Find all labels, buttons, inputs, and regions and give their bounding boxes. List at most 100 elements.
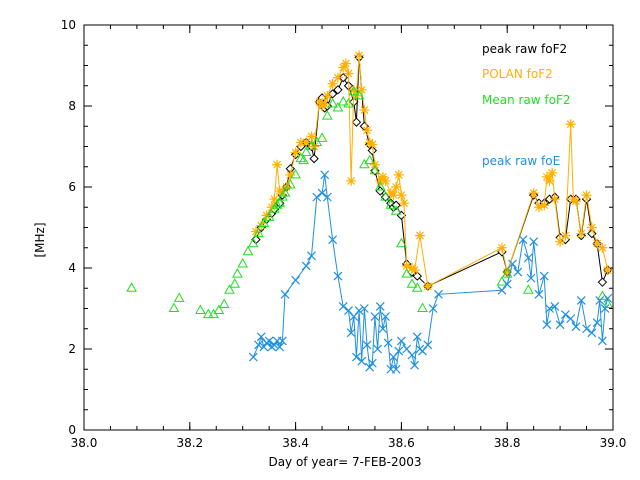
data-point-polan-fof2 [496, 242, 507, 253]
data-point-polan-fof2 [396, 190, 407, 201]
data-point-polan-fof2 [356, 84, 367, 95]
data-point-mean-raw-fof2 [327, 97, 338, 108]
data-point-peak-raw-foe [423, 340, 433, 350]
data-point-polan-fof2 [409, 265, 420, 276]
y-tick-label: 4 [68, 261, 76, 275]
data-point-peak-raw-foe [539, 271, 549, 281]
data-point-peak-raw-foe [333, 271, 343, 281]
data-point-peak-raw-foe [354, 306, 364, 315]
data-point-mean-raw-fof2 [202, 308, 214, 319]
data-point-polan-fof2 [343, 68, 354, 79]
data-point-mean-raw-fof2 [295, 152, 307, 163]
data-point-peak-raw-foe [428, 304, 438, 313]
data-point-peak-raw-fof2 [333, 85, 343, 95]
data-point-polan-fof2 [570, 196, 581, 207]
data-point-peak-raw-foe [603, 293, 613, 303]
x-axis-label: Day of year= 7-FEB-2003 [268, 455, 421, 469]
data-point-peak-raw-foe [378, 324, 388, 334]
data-point-peak-raw-foe [338, 302, 348, 311]
data-point-peak-raw-foe [518, 235, 528, 245]
data-point-peak-raw-foe [373, 344, 383, 354]
x-tick-label: 39.0 [600, 436, 627, 450]
data-point-polan-fof2 [602, 265, 613, 276]
data-point-polan-fof2 [359, 105, 370, 116]
data-point-peak-raw-foe [396, 336, 406, 346]
data-point-polan-fof2 [362, 125, 373, 136]
data-point-mean-raw-fof2 [401, 268, 413, 278]
data-point-peak-raw-foe [301, 261, 311, 271]
data-point-peak-raw-foe [412, 332, 422, 342]
data-point-polan-fof2 [301, 137, 312, 148]
data-point-peak-raw-foe [434, 289, 443, 299]
y-tick-label: 8 [68, 99, 76, 113]
data-point-polan-fof2 [528, 188, 539, 199]
data-point-mean-raw-fof2 [353, 89, 365, 100]
data-point-peak-raw-foe [529, 237, 539, 247]
data-point-peak-raw-fof2 [587, 228, 597, 239]
data-point-polan-fof2 [354, 50, 365, 61]
data-point-peak-raw-foe [407, 350, 417, 360]
data-point-polan-fof2 [256, 220, 267, 231]
plot-data [126, 50, 614, 374]
data-point-peak-raw-foe [394, 346, 404, 356]
data-point-peak-raw-foe [320, 170, 330, 180]
data-point-peak-raw-foe [550, 302, 560, 311]
data-point-polan-fof2 [285, 169, 296, 180]
data-point-mean-raw-fof2 [213, 304, 225, 315]
data-point-mean-raw-fof2 [300, 146, 312, 157]
y-tick-label: 0 [68, 423, 76, 437]
data-point-peak-raw-foe [600, 304, 610, 313]
data-point-mean-raw-fof2 [284, 178, 296, 189]
x-tick-label: 38.6 [388, 436, 415, 450]
data-point-mean-raw-fof2 [258, 217, 270, 227]
data-point-polan-fof2 [401, 260, 412, 271]
data-point-mean-raw-fof2 [337, 95, 349, 106]
data-point-peak-raw-foe [359, 304, 369, 313]
data-point-polan-fof2 [340, 58, 351, 69]
data-point-mean-raw-fof2 [274, 197, 286, 207]
data-point-peak-raw-foe [277, 336, 287, 346]
data-point-peak-raw-foe [542, 320, 552, 330]
data-point-polan-fof2 [414, 230, 425, 241]
data-point-peak-raw-foe [367, 358, 377, 368]
legend-entry-mean-raw-fof2: Mean raw foF2 [482, 93, 571, 107]
data-point-polan-fof2 [306, 131, 317, 142]
data-point-peak-raw-foe [592, 318, 602, 328]
data-point-peak-raw-foe [391, 364, 401, 374]
data-point-polan-fof2 [322, 90, 333, 101]
data-point-peak-raw-foe [534, 289, 544, 299]
data-point-polan-fof2 [348, 84, 359, 95]
data-point-peak-raw-foe [383, 338, 393, 348]
series-line-peak-raw-fof2 [255, 57, 609, 287]
data-point-mean-raw-fof2 [496, 276, 508, 286]
data-point-mean-raw-fof2 [321, 110, 333, 120]
data-point-peak-raw-fof2 [351, 117, 362, 127]
data-point-polan-fof2 [565, 119, 576, 130]
data-point-mean-raw-fof2 [263, 211, 275, 221]
data-point-polan-fof2 [533, 202, 544, 213]
data-point-mean-raw-fof2 [501, 268, 513, 278]
data-point-peak-raw-foe [280, 289, 290, 299]
data-point-mean-raw-fof2 [364, 154, 376, 165]
data-point-mean-raw-fof2 [396, 237, 407, 248]
data-point-polan-fof2 [269, 194, 280, 205]
data-point-peak-raw-foe [513, 267, 523, 277]
data-point-polan-fof2 [338, 62, 349, 73]
data-point-mean-raw-fof2 [253, 227, 264, 238]
data-point-peak-raw-foe [357, 356, 367, 366]
data-point-polan-fof2 [369, 159, 380, 170]
data-point-mean-raw-fof2 [380, 191, 391, 201]
data-point-mean-raw-fof2 [279, 187, 291, 197]
data-point-peak-raw-foe [275, 342, 285, 352]
series-peak-raw-foe [248, 170, 613, 374]
data-point-polan-fof2 [388, 190, 399, 201]
series-mean-raw-fof2 [126, 85, 614, 319]
data-point-polan-fof2 [332, 72, 343, 83]
data-point-mean-raw-fof2 [229, 278, 241, 288]
data-point-mean-raw-fof2 [237, 257, 249, 268]
data-point-peak-raw-foe [502, 279, 512, 289]
legend: peak raw foF2 POLAN foF2 Mean raw foF2 peak… [482, 42, 571, 168]
data-point-polan-fof2 [502, 267, 513, 278]
data-point-polan-fof2 [539, 200, 550, 211]
data-point-peak-raw-foe [375, 302, 385, 311]
